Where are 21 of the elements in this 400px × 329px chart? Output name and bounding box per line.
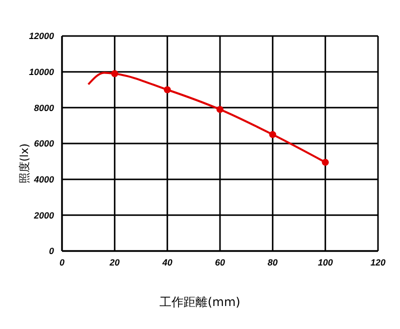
x-axis-title: 工作距離(mm) bbox=[158, 294, 242, 311]
y-tick-label: 10000 bbox=[28, 67, 54, 78]
point bbox=[111, 70, 118, 78]
y-tick-label: 6000 bbox=[34, 138, 54, 149]
x-tick-label: 20 bbox=[108, 257, 120, 268]
y-tick-label: 0 bbox=[48, 246, 54, 256]
x-tick-label: 40 bbox=[161, 257, 172, 268]
point bbox=[269, 131, 276, 138]
x-tick-label: 80 bbox=[268, 257, 278, 268]
point bbox=[216, 106, 224, 113]
x-tick-label: 120 bbox=[370, 257, 386, 268]
x-tick-label: 0 bbox=[59, 257, 65, 268]
y-tick-label: 12000 bbox=[28, 31, 54, 42]
x-tick-label: 60 bbox=[214, 257, 226, 268]
point bbox=[164, 86, 171, 94]
y-tick-label: 2000 bbox=[32, 210, 54, 220]
y-tick-label: 4000 bbox=[32, 174, 54, 185]
y-tick-label: 8000 bbox=[34, 102, 54, 113]
y-axis-title: 照度(lx) bbox=[18, 144, 31, 184]
point bbox=[322, 158, 329, 166]
x-tick-label: 100 bbox=[318, 257, 333, 268]
